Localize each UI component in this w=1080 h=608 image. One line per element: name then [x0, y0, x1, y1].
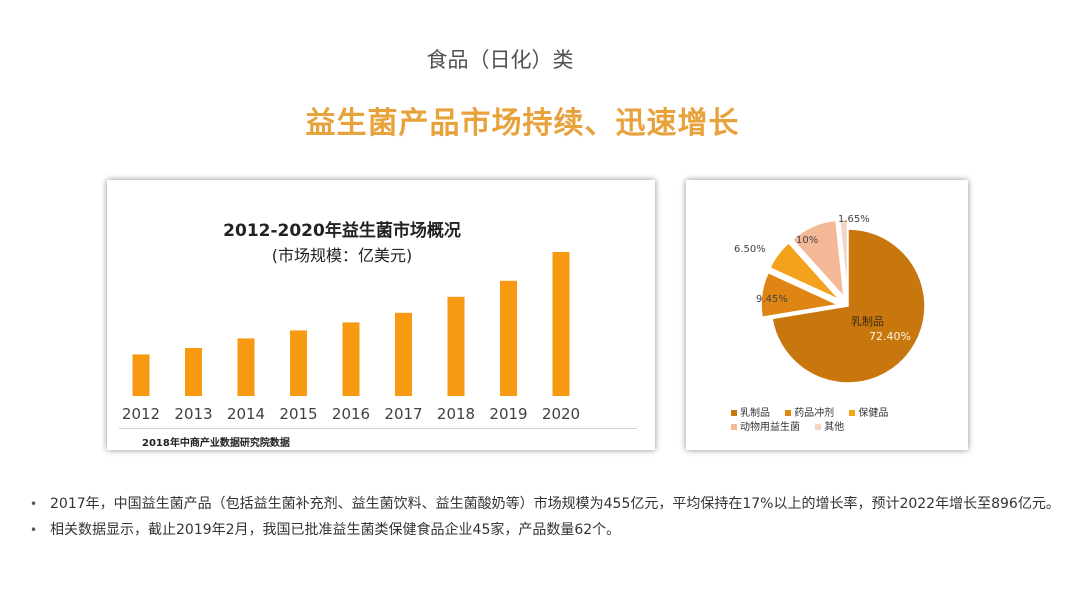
x-tick-label: 2017	[384, 405, 422, 423]
bar-chart-source: 2018年中商产业数据研究院数据	[142, 438, 290, 449]
legend-item-health: 保健品	[849, 404, 888, 419]
bar-2017	[395, 312, 412, 396]
pie-legend: 乳制品 药品冲剂 保健品 动物用益生菌 其他	[731, 404, 961, 433]
x-tick-label: 2016	[332, 405, 370, 423]
bullet-text: 2017年，中国益生菌产品（包括益生菌补充剂、益生菌饮料、益生菌酸奶等）市场规模…	[50, 496, 1060, 512]
pie-slice-health	[768, 241, 841, 301]
legend-swatch	[731, 410, 737, 416]
legend-item-animal: 动物用益生菌	[731, 418, 800, 433]
pie-label-dairy-value: 72.40%	[869, 330, 911, 343]
x-tick-label: 2013	[174, 405, 212, 423]
legend-item-dairy: 乳制品	[731, 404, 770, 419]
pie-label-value: 10%	[796, 235, 818, 246]
bar-2018	[447, 296, 465, 396]
bar-chart-subtitle: (市场规模：亿美元)	[271, 246, 413, 265]
x-tick-label: 2012	[122, 405, 160, 423]
pie-slice-medicine	[760, 271, 841, 319]
bar-2014	[237, 338, 255, 396]
x-tick-label: 2020	[542, 405, 580, 423]
bar-chart-panel: 2012-2020年益生菌市场概况 (市场规模：亿美元) 2012 2013 201…	[107, 180, 655, 450]
legend-swatch	[785, 410, 792, 416]
legend-row-2: 动物用益生菌 其他	[731, 418, 961, 433]
legend-label: 保健品	[858, 408, 889, 419]
bar-chart-divider	[119, 428, 637, 429]
legend-swatch	[815, 424, 822, 430]
legend-row-1: 乳制品 药品冲剂 保健品	[731, 404, 961, 419]
legend-label: 动物用益生菌	[740, 422, 800, 433]
bar-2015	[290, 330, 307, 396]
bar-chart-title: 2012-2020年益生菌市场概况	[223, 221, 461, 241]
bullet-item: • 2017年，中国益生菌产品（包括益生菌补充剂、益生菌饮料、益生菌酸奶等）市场…	[30, 492, 1060, 516]
pie-label-value: 9.45%	[756, 294, 788, 305]
pie-slice-animal	[791, 219, 845, 300]
pie-label-value: 6.50%	[734, 244, 766, 255]
bar-2016	[342, 322, 360, 396]
legend-item-medicine: 药品冲剂	[785, 404, 834, 419]
legend-swatch	[849, 410, 856, 416]
x-tick-label: 2014	[227, 405, 265, 423]
pie-slice-other	[838, 218, 849, 297]
legend-item-other: 其他	[815, 418, 844, 433]
bullet-list: • 2017年，中国益生菌产品（包括益生菌补充剂、益生菌饮料、益生菌酸奶等）市场…	[30, 492, 1060, 542]
pie-label-dairy-name: 乳制品	[851, 315, 884, 328]
bullet-item: • 相关数据显示，截止2019年2月，我国已批准益生菌类保健食品企业45家，产品…	[30, 518, 1060, 542]
category-title: 食品（日化）类	[426, 48, 574, 72]
legend-label: 药品冲剂	[794, 408, 835, 419]
legend-label: 其他	[824, 422, 845, 433]
pie-chart-plot: 乳制品 72.40% 9.45% 6.50% 10% 1.65%	[734, 214, 926, 384]
legend-swatch	[731, 424, 737, 430]
bar-2012	[132, 354, 150, 396]
x-tick-label: 2018	[437, 405, 475, 423]
x-tick-label: 2015	[279, 405, 317, 423]
headline: 益生菌产品市场持续、迅速增长	[305, 106, 740, 141]
bar-2019	[500, 280, 517, 396]
pie-label-value: 1.65%	[838, 214, 870, 225]
x-tick-label: 2019	[489, 405, 527, 423]
bullet-text: 相关数据显示，截止2019年2月，我国已批准益生菌类保健食品企业45家，产品数量…	[50, 522, 621, 538]
pie-slice-dairy	[771, 228, 926, 384]
legend-label: 乳制品	[740, 408, 770, 419]
bullet-dot-icon: •	[30, 497, 38, 511]
bar-2013	[185, 348, 202, 396]
bullet-dot-icon: •	[30, 523, 38, 537]
pie-chart-panel: 乳制品 72.40% 9.45% 6.50% 10% 1.65% 乳制品 药品冲剂 保健品…	[686, 180, 968, 450]
bar-chart-plot: 2012 2013 2014 2015 2016 2017 2018 2019 2020	[122, 252, 580, 423]
bar-2020	[552, 252, 570, 396]
